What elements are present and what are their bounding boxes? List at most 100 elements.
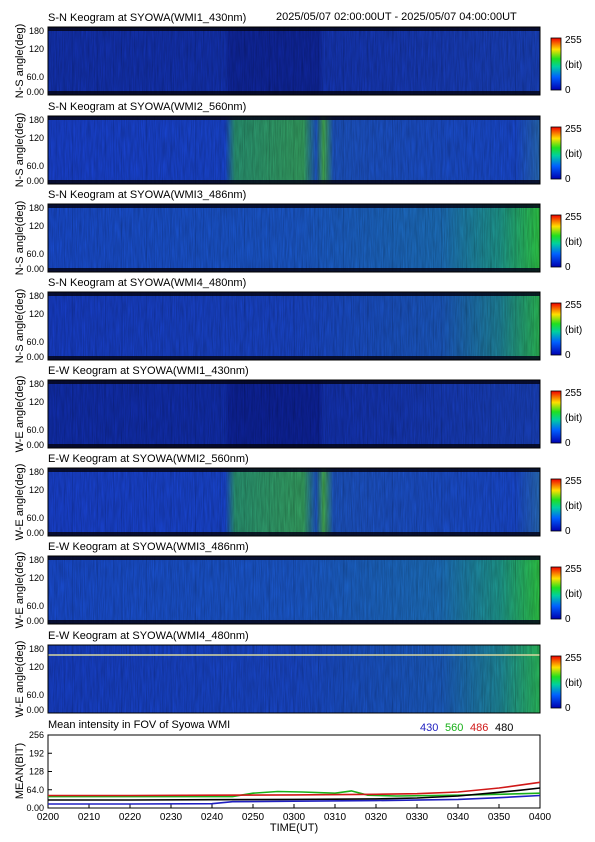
colorbar-min-label: 0 xyxy=(565,614,571,625)
keogram-panel: E-W Keogram at SYOWA(WMI2_560nm) 180 120 60… xyxy=(14,453,582,540)
panel-title: S-N Keogram at SYOWA(WMI1_430nm) xyxy=(48,12,246,24)
panel-frame xyxy=(47,644,541,714)
y-tick-label: 0.00 xyxy=(26,616,44,626)
y-tick-label: 0.00 xyxy=(26,528,44,538)
panel-frame xyxy=(47,203,541,273)
y-tick-label: 0.00 xyxy=(26,176,44,186)
horizon-band-top xyxy=(48,204,540,208)
x-tick-label: 0400 xyxy=(529,812,552,823)
series-line-486 xyxy=(48,781,541,797)
keogram-texture xyxy=(48,468,540,536)
plot-title: Mean intensity in FOV of Syowa WMI xyxy=(48,719,230,731)
colorbar xyxy=(550,478,562,532)
y-tick-label: 60.0 xyxy=(26,337,44,347)
x-tick-label: 0330 xyxy=(406,812,429,823)
y-axis-label: W-E angle(deg) xyxy=(14,464,26,541)
y-axis-label: W-E angle(deg) xyxy=(14,641,26,718)
colorbar-unit-label: (bit) xyxy=(565,678,582,689)
colorbar-min-label: 0 xyxy=(565,438,571,449)
x-tick-label: 0320 xyxy=(365,812,388,823)
panel-frame xyxy=(47,26,541,96)
x-tick-label: 0220 xyxy=(119,812,142,823)
y-axis-label: N-S angle(deg) xyxy=(14,113,26,188)
colorbar-unit-label: (bit) xyxy=(565,501,582,512)
panel-title: E-W Keogram at SYOWA(WMI4_480nm) xyxy=(48,630,249,642)
y-tick-label: 180 xyxy=(29,291,44,301)
colorbar-max-label: 255 xyxy=(565,388,582,399)
y-tick-label: 0.00 xyxy=(26,440,44,450)
colorbar-max-label: 255 xyxy=(565,564,582,575)
keogram-panel: E-W Keogram at SYOWA(WMI3_486nm) 180 120 60… xyxy=(14,541,582,628)
keogram-texture xyxy=(48,292,540,360)
x-tick-label: 0340 xyxy=(447,812,470,823)
y-tick-label: 180 xyxy=(29,115,44,125)
horizon-band-top xyxy=(48,556,540,560)
horizon-band-bottom xyxy=(48,620,540,624)
header-time-range: 2025/05/07 02:00:00UT - 2025/05/07 04:00… xyxy=(276,11,517,23)
colorbar-unit-label: (bit) xyxy=(565,325,582,336)
horizon-band-bottom xyxy=(48,268,540,272)
y-tick-label: 120 xyxy=(29,309,44,319)
legend-entry: 430 xyxy=(420,722,438,734)
horizon-band-top xyxy=(48,292,540,296)
y-axis-label: N-S angle(deg) xyxy=(14,289,26,364)
keogram-texture xyxy=(48,204,540,272)
keogram-panel: E-W Keogram at SYOWA(WMI1_430nm) 180 120 60… xyxy=(14,365,582,452)
keogram-panel: S-N Keogram at SYOWA(WMI1_430nm) 180 120 60… xyxy=(14,12,582,98)
panel-frame xyxy=(47,555,541,625)
y-tick-label: 180 xyxy=(29,555,44,565)
colorbar xyxy=(550,655,562,709)
colorbar-min-label: 0 xyxy=(565,174,571,185)
colorbar xyxy=(550,302,562,356)
legend-entry: 560 xyxy=(445,722,463,734)
keogram-texture xyxy=(48,27,540,95)
x-axis-label: TIME(UT) xyxy=(270,822,318,834)
y-tick-label: 60.0 xyxy=(26,161,44,171)
colorbar xyxy=(550,37,562,91)
y-tick-label: 256 xyxy=(29,730,44,740)
colorbar-min-label: 0 xyxy=(565,350,571,361)
keogram-panel: S-N Keogram at SYOWA(WMI3_486nm) 180 120 60… xyxy=(14,189,582,275)
y-tick-label: 0.00 xyxy=(26,264,44,274)
y-tick-label: 120 xyxy=(29,133,44,143)
x-tick-label: 0230 xyxy=(160,812,183,823)
y-tick-label: 180 xyxy=(29,203,44,213)
colorbar-unit-label: (bit) xyxy=(565,149,582,160)
panel-title: E-W Keogram at SYOWA(WMI2_560nm) xyxy=(48,453,249,465)
panel-title: E-W Keogram at SYOWA(WMI1_430nm) xyxy=(48,365,249,377)
colorbar-min-label: 0 xyxy=(565,703,571,714)
series-line-430 xyxy=(48,794,541,805)
horizon-band-top xyxy=(48,380,540,384)
y-tick-label: 120 xyxy=(29,573,44,583)
y-tick-label: 0.00 xyxy=(26,87,44,97)
panel-frame xyxy=(47,115,541,185)
keogram-panels: S-N Keogram at SYOWA(WMI1_430nm) 180 120 60… xyxy=(14,12,582,717)
y-axis-label: W-E angle(deg) xyxy=(14,376,26,453)
x-tick-label: 0310 xyxy=(324,812,347,823)
panel-frame xyxy=(47,467,541,537)
x-tick-label: 0300 xyxy=(283,812,306,823)
horizon-band-top xyxy=(48,27,540,31)
y-tick-label: 128 xyxy=(29,767,44,777)
panel-frame xyxy=(47,291,541,361)
colorbar-max-label: 255 xyxy=(565,124,582,135)
y-tick-label: 60.0 xyxy=(26,690,44,700)
panel-title: S-N Keogram at SYOWA(WMI3_486nm) xyxy=(48,189,246,201)
colorbar-max-label: 255 xyxy=(565,653,582,664)
colorbar-unit-label: (bit) xyxy=(565,413,582,424)
horizon-band-top xyxy=(48,468,540,472)
colorbar-min-label: 0 xyxy=(565,526,571,537)
y-tick-label: 120 xyxy=(29,44,44,54)
keogram-texture xyxy=(48,645,540,713)
legend-entry: 480 xyxy=(495,722,513,734)
panel-title: S-N Keogram at SYOWA(WMI2_560nm) xyxy=(48,101,246,113)
keogram-panel: S-N Keogram at SYOWA(WMI2_560nm) 180 120 60… xyxy=(14,101,582,187)
y-tick-label: 180 xyxy=(29,644,44,654)
y-tick-label: 120 xyxy=(29,397,44,407)
horizon-band-bottom xyxy=(48,444,540,448)
colorbar-min-label: 0 xyxy=(565,85,571,96)
colorbar-unit-label: (bit) xyxy=(565,589,582,600)
series-line-480 xyxy=(48,787,541,801)
keogram-panel: E-W Keogram at SYOWA(WMI4_480nm) 180 120 60… xyxy=(14,630,582,717)
